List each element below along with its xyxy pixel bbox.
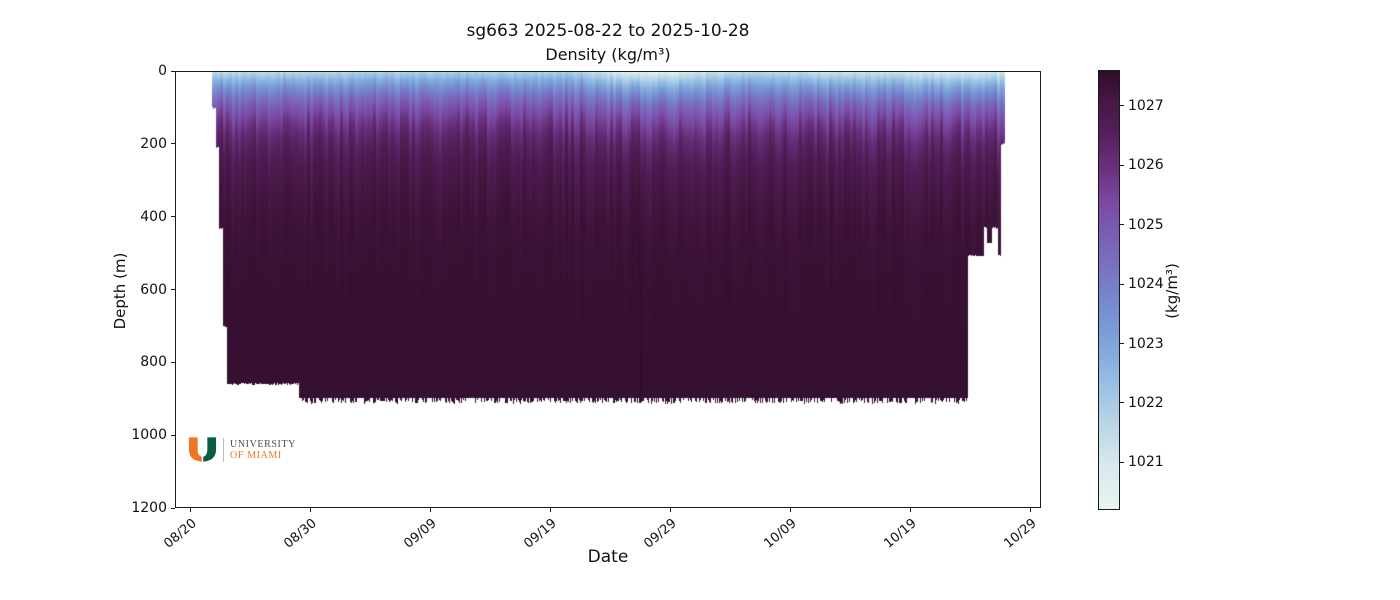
colorbar-tick-mark [1120,224,1124,226]
y-tick-mark [171,361,175,363]
y-tick-mark [171,434,175,436]
y-tick-label: 400 [140,208,167,225]
split-u-icon [188,437,217,462]
x-tick-mark [549,508,551,512]
x-tick-mark [189,508,191,512]
colorbar-tick-label: 1024 [1128,276,1164,293]
colorbar-tick-mark [1120,461,1124,463]
y-tick-label: 1000 [131,427,167,444]
logo-divider [223,437,224,462]
colorbar [1098,70,1120,510]
x-tick-mark [429,508,431,512]
colorbar-tick-label: 1023 [1128,335,1164,352]
colorbar-tick-label: 1022 [1128,394,1164,411]
y-tick-label: 800 [140,354,167,371]
colorbar-tick-mark [1120,164,1124,166]
colorbar-tick-label: 1027 [1128,97,1164,114]
y-tick-label: 600 [140,281,167,298]
x-tick-mark [1029,508,1031,512]
colorbar-tick-mark [1120,343,1124,344]
colorbar-label: (kg/m³) [1163,263,1181,319]
logo-text-university: UNIVERSITY [230,438,296,450]
colorbar-tick-label: 1025 [1128,216,1164,233]
university-of-miami-logo: UNIVERSITY OF MIAMI [187,436,296,463]
density-heatmap [175,71,1041,508]
colorbar-tick-mark [1120,402,1124,404]
x-tick-mark [789,508,791,512]
plot-title: sg663 2025-08-22 to 2025-10-28 [466,21,750,41]
y-axis-label: Depth (m) [111,252,129,330]
y-tick-mark [171,507,175,509]
colorbar-tick-mark [1120,283,1124,285]
y-tick-label: 200 [140,135,167,152]
y-tick-label: 1200 [131,500,167,516]
y-tick-mark [171,289,175,290]
x-tick-mark [309,508,311,512]
colorbar-tick-mark [1120,105,1124,107]
y-tick-label: 0 [158,63,167,79]
x-tick-mark [909,508,911,512]
colorbar-tick-label: 1026 [1128,157,1164,174]
x-axis-label: Date [587,547,629,567]
y-tick-mark [171,70,175,72]
plot-subtitle: Density (kg/m³) [545,45,671,64]
x-tick-mark [669,508,671,512]
y-tick-mark [171,143,175,145]
y-tick-mark [171,216,175,218]
colorbar-tick-label: 1021 [1128,454,1164,471]
logo-text-of-miami: OF MIAMI [230,449,282,461]
